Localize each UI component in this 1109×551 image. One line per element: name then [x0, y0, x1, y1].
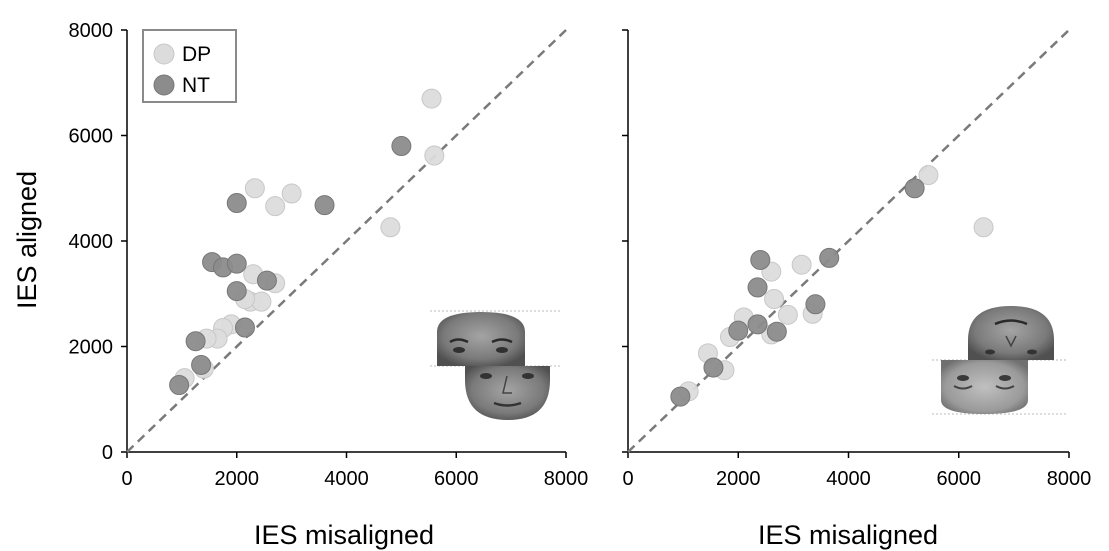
left-point-nt [226, 193, 247, 214]
left-ticks: 00 2000 2000 4000 4000 6000 6000 8000 8000 [69, 20, 589, 490]
right-ticks: 0 2000 4000 6000 8000 [622, 29, 1092, 490]
left-y-tick-label: 8000 [69, 20, 114, 42]
right-point-nt [805, 294, 826, 315]
left-y-tick-label: 2000 [69, 337, 114, 359]
right-point-dp [973, 217, 994, 238]
left-point-nt [185, 331, 206, 352]
y-axis-title: IES aligned [12, 171, 42, 309]
left-x-tick-label: 2000 [215, 468, 260, 490]
left-point-dp [421, 88, 442, 109]
left-y-tick-label: 4000 [69, 231, 114, 253]
legend: DP NT [142, 29, 237, 103]
left-x-tick-label: 8000 [544, 468, 589, 490]
right-x-tick-label: 6000 [937, 468, 982, 490]
left-point-dp [380, 217, 401, 238]
right-point-nt [703, 357, 724, 378]
left-point-nt [256, 270, 277, 291]
right-point-dp [764, 289, 785, 310]
left-point-nt [169, 375, 190, 396]
right-x-tick-label: 2000 [716, 468, 761, 490]
right-x-tick-label: 8000 [1047, 468, 1092, 490]
right-point-dp [791, 254, 812, 275]
right-x-axis-title: IES misaligned [758, 520, 938, 550]
left-point-nt [191, 354, 212, 375]
left-point-dp [265, 196, 286, 217]
legend-marker-nt [153, 74, 175, 96]
right-point-nt [747, 314, 768, 335]
left-points [169, 88, 445, 396]
right-point-dp [777, 304, 798, 325]
right-identity-line [627, 29, 1070, 453]
right-point-nt [819, 247, 840, 268]
right-panel: 0 2000 4000 6000 8000 [622, 29, 1092, 490]
left-point-dp [251, 291, 272, 312]
left-point-nt [391, 136, 412, 157]
left-point-nt [226, 253, 247, 274]
misaligned-face-inset [932, 306, 1068, 415]
left-x-tick-label: 6000 [434, 468, 479, 490]
left-y-tick-label: 0 [102, 442, 113, 464]
left-point-dp [424, 145, 445, 166]
right-x-tick-label: 4000 [826, 468, 871, 490]
left-point-nt [314, 195, 335, 216]
left-y-tick-label: 6000 [69, 126, 114, 148]
left-point-nt [226, 281, 247, 302]
left-x-tick-label: 0 [121, 468, 132, 490]
right-point-nt [728, 320, 749, 341]
aligned-face-inset [430, 310, 562, 420]
right-point-nt [904, 178, 925, 199]
right-point-dp [918, 165, 939, 186]
left-point-nt [234, 317, 255, 338]
left-point-dp [244, 178, 265, 199]
left-x-axis-title: IES misaligned [254, 520, 434, 550]
right-points [670, 165, 994, 407]
right-point-nt [747, 277, 768, 298]
legend-marker-dp [153, 43, 175, 65]
legend-label-nt: NT [182, 74, 210, 97]
left-point-dp [281, 183, 302, 204]
left-panel: 00 2000 2000 4000 4000 6000 6000 8000 8000 DP NT [69, 20, 589, 490]
right-point-nt [766, 321, 787, 342]
left-x-tick-label: 4000 [324, 468, 369, 490]
left-identity-line [126, 29, 567, 453]
right-point-nt [670, 386, 691, 407]
legend-label-dp: DP [182, 43, 211, 66]
right-x-tick-label: 0 [622, 468, 633, 490]
right-point-nt [750, 249, 771, 270]
